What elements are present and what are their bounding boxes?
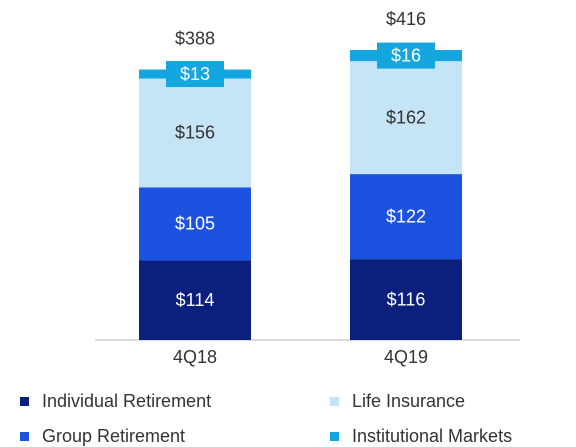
x-tick-label: 4Q19: [384, 347, 428, 367]
bar-segment: [350, 259, 462, 340]
legend-marker: [330, 397, 339, 406]
legend-marker: [20, 397, 29, 406]
legend-label: Individual Retirement: [42, 391, 211, 411]
bar-segment: [139, 187, 251, 261]
legend-marker: [20, 432, 29, 441]
value-label: $162: [386, 107, 426, 127]
value-label: $105: [175, 214, 215, 234]
total-label: $388: [175, 28, 215, 48]
label-box: [166, 61, 224, 88]
total-label: $416: [386, 9, 426, 29]
value-label: $114: [176, 290, 215, 310]
bar-segment: [350, 174, 462, 260]
value-label: $13: [180, 64, 210, 84]
legend-label: Group Retirement: [42, 426, 185, 446]
value-label: $16: [391, 45, 421, 65]
bar-segment: [139, 260, 251, 340]
x-tick-label: 4Q18: [173, 347, 217, 367]
label-box: [377, 42, 435, 69]
value-label: $116: [387, 289, 426, 309]
bar-segment: [350, 61, 462, 175]
value-label: $122: [386, 206, 426, 226]
legend-label: Institutional Markets: [352, 426, 512, 446]
value-label: $156: [175, 123, 215, 143]
bar-segment: [139, 78, 251, 188]
legend-label: Life Insurance: [352, 391, 465, 411]
legend-marker: [330, 432, 339, 441]
